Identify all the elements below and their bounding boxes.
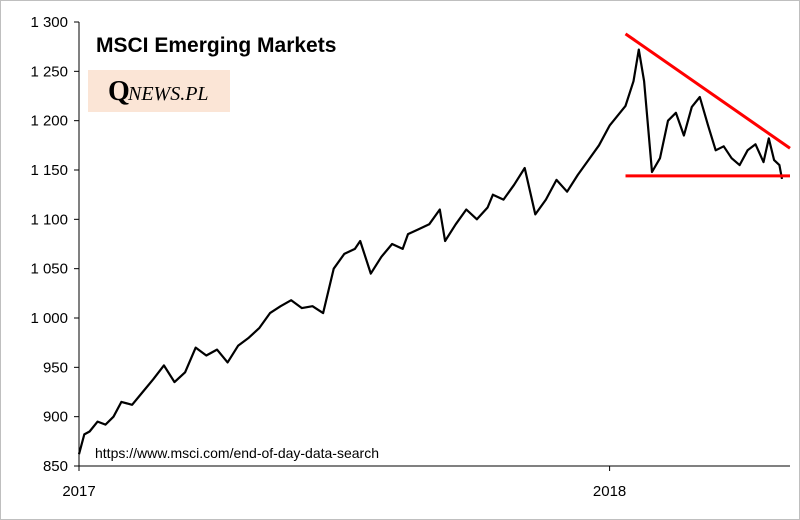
y-tick-label: 950 [43, 359, 68, 376]
y-tick-label: 900 [43, 409, 68, 426]
y-tick-label: 850 [43, 458, 68, 475]
y-tick-label: 1 150 [30, 162, 68, 179]
x-tick-label: 2018 [593, 483, 626, 500]
y-tick-label: 1 050 [30, 261, 68, 278]
y-tick-label: 1 100 [30, 211, 68, 228]
source-url: https://www.msci.com/end-of-day-data-sea… [95, 445, 379, 461]
y-tick-label: 1 250 [30, 63, 68, 80]
y-tick-label: 1 000 [30, 310, 68, 327]
logo-letter: Q [108, 76, 130, 107]
x-tick-label: 2017 [62, 483, 95, 500]
trendline-annotation [624, 32, 791, 150]
logo-box [88, 70, 230, 112]
chart-title: MSCI Emerging Markets [96, 34, 336, 57]
y-tick-label: 1 300 [30, 14, 68, 31]
logo-text: NEWS.PL [127, 83, 209, 105]
series-line [77, 48, 784, 455]
y-tick-label: 1 200 [30, 113, 68, 130]
